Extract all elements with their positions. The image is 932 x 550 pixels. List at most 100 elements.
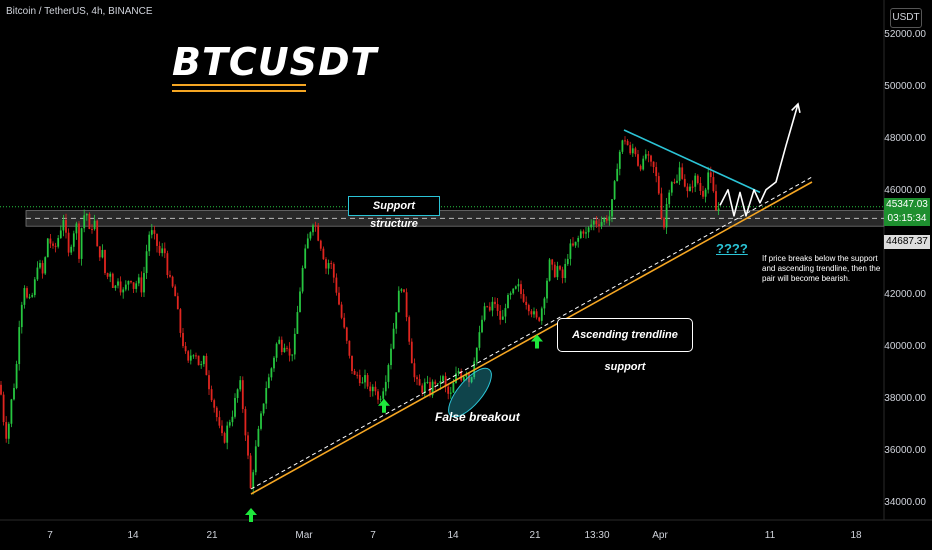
candle-body [226,425,229,443]
candle-body [353,370,356,375]
candle-body [668,192,671,205]
candle-body [616,168,619,182]
candle-body [200,364,203,366]
candle-body [54,245,57,247]
candle-body [288,348,291,356]
currency-button[interactable]: USDT [890,8,922,28]
candle-body [2,394,5,423]
candle-body [358,374,361,384]
candle-body [96,220,99,247]
candle-body [579,231,582,239]
up-arrow-marker [378,398,390,413]
candle-body [275,343,278,358]
symbol-header: Bitcoin / TetherUS, 4h, BINANCE [6,6,153,17]
candle-body [577,238,580,242]
candle-body [267,377,270,389]
candle-body [109,273,112,277]
candle-body [332,264,335,278]
x-tick-label: Mar [295,530,313,541]
candle-body [156,233,158,246]
candle-body [0,384,2,395]
ascending-trendline [250,181,813,495]
x-tick-label: 7 [47,530,53,541]
candle-body [678,167,681,181]
candle-body [452,382,455,393]
candle-body [280,339,283,353]
candle-body [501,316,504,320]
candle-body [184,346,187,352]
candle-body [306,238,309,249]
candle-body [507,294,509,309]
candle-body [335,277,338,293]
candle-body [585,232,587,234]
ascending-trendline-label[interactable]: Ascending trendline support [557,318,693,373]
candle-body [39,263,41,268]
candle-body [36,267,39,280]
candle-body [712,177,715,192]
candle-body [564,264,567,278]
candle-body [44,257,47,274]
y-tick-label: 46000.00 [884,185,926,196]
candle-body [171,276,174,287]
candle-body [611,199,613,217]
y-axis: 34000.00 36000.00 38000.00 40000.00 42000.00… [884,29,926,508]
candle-body [416,377,418,380]
zone-price-tag: 44687.37 [884,235,930,249]
candle-body [127,280,130,285]
candle-body [655,167,658,177]
candle-body [88,213,91,230]
candle-body [67,232,70,253]
candle-body [345,327,348,341]
candle-body [644,154,647,159]
candle-body [707,172,710,190]
candle-body [327,263,330,269]
candle-body [694,175,697,187]
candle-body [338,292,340,305]
candle-body [587,227,590,233]
candle-body [312,225,314,233]
candle-body [421,385,424,393]
candle-body [509,293,512,295]
candle-body [543,298,546,309]
candle-body [52,243,54,246]
candle-body [176,296,179,310]
candle-body [403,289,405,293]
candle-body [665,204,668,228]
x-tick-label: 14 [127,530,139,541]
y-tick-label: 48000.00 [884,133,926,144]
candle-body [7,423,10,439]
candle-body [483,306,486,320]
support-zone-layer [0,206,885,227]
support-structure-label[interactable]: Support structure [348,196,440,230]
candle-body [351,355,353,371]
candle-body [377,391,379,400]
candle-body [62,220,65,231]
candle-body [413,363,416,378]
candle-body [481,319,483,333]
candle-body [114,285,117,288]
candle-body [348,340,351,356]
candle-body [553,264,556,278]
candle-body [137,277,140,284]
candle-body [374,386,377,392]
candle-body [41,263,44,274]
candle-body [494,301,496,305]
candle-body [57,238,60,247]
candle-body [590,224,593,228]
candle-body [169,275,171,277]
candle-body [629,145,632,154]
candle-body [512,288,515,294]
trendline-offset [250,176,813,490]
candle-body [637,154,639,166]
candle-body [5,422,8,439]
candle-body [514,286,517,289]
candle-body [429,381,431,396]
candle-body [158,245,161,254]
candle-body [384,381,387,392]
candle-body [340,304,343,318]
x-axis: 7 14 21 Mar 7 14 21 13:30 Apr 11 18 [47,530,862,541]
candle-body [153,230,156,234]
candle-body [574,241,577,246]
candle-body [603,218,606,223]
candle-body [598,224,600,227]
